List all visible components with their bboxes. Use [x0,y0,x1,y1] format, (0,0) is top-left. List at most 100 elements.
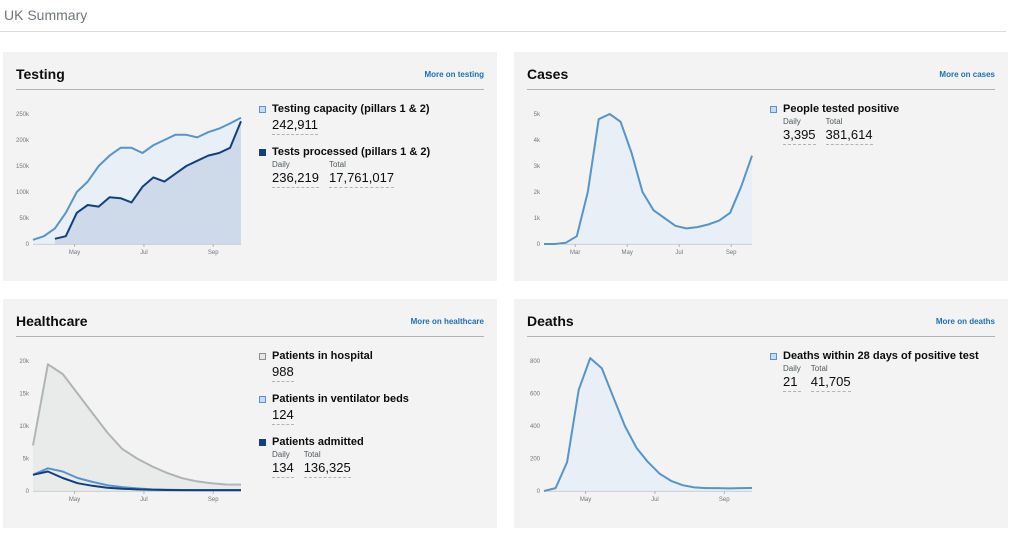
y-tick-label: 250k [16,112,30,118]
x-tick-label: Sep [719,497,730,503]
card-header: Healthcare More on healthcare [16,311,484,337]
x-tick-label: Jul [651,497,659,503]
y-tick-label: 100k [16,190,30,196]
healthcare-card: Healthcare More on healthcare 0 5k 10k 15k 2… [3,299,497,528]
page-title: UK Summary [4,7,88,23]
series-area-1 [544,114,752,244]
metric-deaths-28-days: Deaths within 28 days of positive test D… [770,349,1002,392]
more-on-testing-link[interactable]: More on testing [424,70,484,79]
daily-value[interactable]: 134 [272,460,294,478]
daily-label: Daily [272,160,290,169]
metric-label: Tests processed (pillars 1 & 2) [272,146,431,158]
card-title: Testing [16,66,65,82]
metric-people-tested-positive: People tested positive Daily 3,395 Total 3… [770,102,1002,145]
series-line-1 [32,363,242,486]
swatch-grey-icon [259,352,266,360]
testing-chart: 0 50k 100k 150k 200k 250k May Jul Sep [11,102,247,272]
total-label: Total [825,117,843,126]
testing-card: Testing More on testing 0 50k 100k 150k 200k… [3,52,497,281]
total-label: Total [810,364,828,373]
y-tick-label: 800 [530,359,541,365]
card-title: Deaths [527,313,574,329]
x-tick-label: Jul [140,250,148,256]
daily-label: Daily [783,117,801,126]
x-tick-label: May [622,250,633,256]
more-on-cases-link[interactable]: More on cases [939,70,995,79]
swatch-light-icon [770,352,777,360]
y-tick-label: 10k [19,424,30,430]
y-tick-label: 5k [23,457,30,463]
testing-metrics: Testing capacity (pillars 1 & 2) 242,911… [259,102,491,198]
metric-patients-ventilator: Patients in ventilator beds 124 [259,392,491,425]
testing-chart-svg: 0 50k 100k 150k 200k 250k May Jul Sep [16,112,242,256]
page-divider [0,31,1006,32]
card-header: Cases More on cases [527,64,995,90]
daily-value[interactable]: 236,219 [272,170,319,188]
healthcare-metrics: Patients in hospital 988 Patients in ven… [259,349,491,488]
series-line-2 [54,120,242,240]
metric-label: Deaths within 28 days of positive test [783,350,979,362]
cases-card: Cases More on cases 0 1k 2k 3k 4k 5k Mar May Jul… [514,52,1008,281]
swatch-light-icon [259,105,266,113]
metric-label: Patients in hospital [272,350,373,362]
total-value[interactable]: 17,761,017 [329,170,395,188]
y-tick-label: 50k [19,216,30,222]
metric-patients-in-hospital: Patients in hospital 988 [259,349,491,382]
metric-value[interactable]: 124 [272,407,294,425]
y-tick-label: 0 [537,489,541,495]
y-tick-label: 1k [534,216,541,222]
y-tick-label: 0 [26,242,30,248]
series-line-3 [32,470,241,492]
more-on-deaths-link[interactable]: More on deaths [935,317,995,326]
daily-label: Daily [272,450,290,459]
daily-value[interactable]: 3,395 [783,127,816,145]
swatch-dark-icon [259,438,266,446]
metric-label: Patients in ventilator beds [272,393,409,405]
deaths-chart: 0 200 400 600 800 May Jul Sep [522,349,758,519]
metric-label: Testing capacity (pillars 1 & 2) [272,103,430,115]
y-tick-label: 600 [530,392,541,398]
total-value[interactable]: 41,705 [810,374,851,392]
metric-value[interactable]: 242,911 [272,117,319,135]
total-value[interactable]: 136,325 [303,460,351,478]
total-label: Total [329,160,346,169]
y-tick-label: 3k [534,164,541,170]
y-tick-label: 15k [19,392,30,398]
x-tick-label: Mar [570,250,580,256]
y-tick-label: 0 [26,489,30,495]
y-tick-label: 400 [530,424,541,430]
y-tick-label: 200k [16,138,30,144]
swatch-light-icon [770,105,777,113]
cases-chart: 0 1k 2k 3k 4k 5k Mar May Jul Sep [522,102,758,272]
series-line-1 [544,113,753,245]
x-tick-label: Jul [140,497,148,503]
daily-label: Daily [783,364,801,373]
metric-label: Patients admitted [272,436,364,448]
y-tick-label: 150k [16,164,30,170]
x-tick-label: May [69,497,80,503]
series-area-1 [544,358,752,491]
daily-value[interactable]: 21 [783,374,801,392]
y-tick-label: 2k [534,190,541,196]
card-header: Testing More on testing [16,64,484,90]
x-tick-label: Jul [675,250,683,256]
x-tick-label: May [580,497,591,503]
metric-label: People tested positive [783,103,900,115]
deaths-chart-svg: 0 200 400 600 800 May Jul Sep [530,357,753,503]
metric-tests-processed: Tests processed (pillars 1 & 2) Daily 236… [259,145,491,188]
card-title: Cases [527,66,569,82]
series-line-1 [32,116,242,241]
x-tick-label: May [69,250,80,256]
x-tick-label: Sep [208,250,219,256]
healthcare-chart-svg: 0 5k 10k 15k 20k May Jul Sep [19,359,242,503]
y-tick-label: 5k [534,112,541,118]
total-value[interactable]: 381,614 [825,127,873,145]
metric-value[interactable]: 988 [272,364,294,382]
series-line-1 [543,357,753,492]
cases-metrics: People tested positive Daily 3,395 Total 3… [770,102,1002,155]
total-label: Total [303,450,321,459]
deaths-card: Deaths More on deaths 0 200 400 600 800 May Ju… [514,299,1008,528]
y-tick-label: 4k [534,138,541,144]
more-on-healthcare-link[interactable]: More on healthcare [410,317,484,326]
cases-chart-svg: 0 1k 2k 3k 4k 5k Mar May Jul Sep [534,112,753,256]
